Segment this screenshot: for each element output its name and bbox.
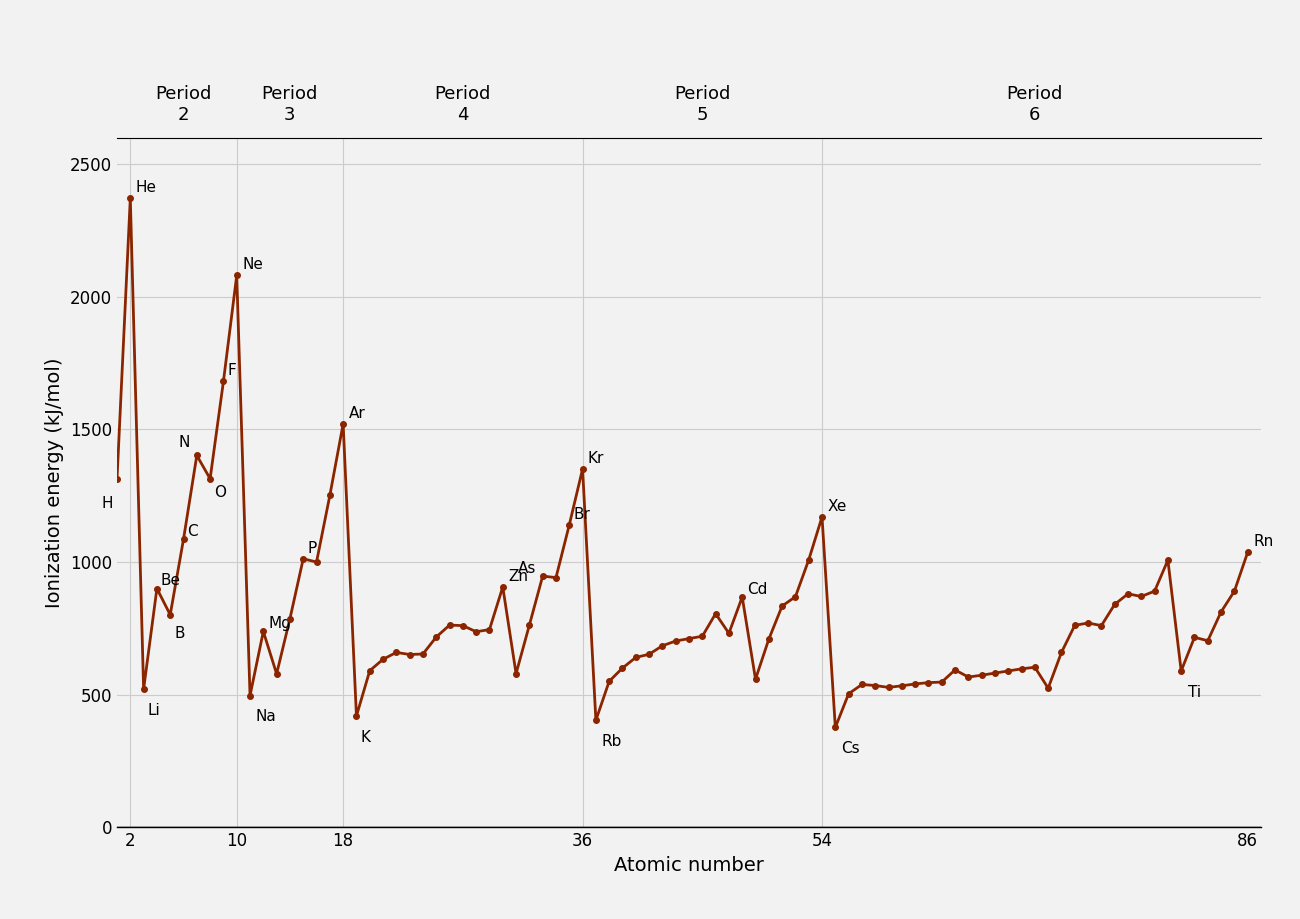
Text: Li: Li	[148, 703, 160, 718]
Text: Zn: Zn	[508, 569, 528, 584]
Text: N: N	[179, 435, 190, 449]
Text: Period
2: Period 2	[155, 85, 212, 124]
Text: Kr: Kr	[588, 451, 604, 466]
Text: Cd: Cd	[747, 582, 768, 596]
Text: He: He	[135, 180, 156, 195]
Text: Mg: Mg	[269, 616, 291, 631]
Text: Ti: Ti	[1188, 685, 1201, 699]
Text: P: P	[307, 540, 316, 556]
Text: Cs: Cs	[841, 741, 859, 756]
Text: H: H	[101, 495, 113, 511]
Text: Na: Na	[255, 709, 276, 724]
Text: Ar: Ar	[348, 406, 365, 421]
Text: Be: Be	[161, 573, 181, 588]
Text: Rb: Rb	[601, 734, 621, 749]
Text: Period
5: Period 5	[675, 85, 731, 124]
Text: Xe: Xe	[827, 499, 846, 514]
Text: B: B	[174, 626, 185, 641]
Text: Ne: Ne	[242, 257, 263, 272]
Y-axis label: Ionization energy (kJ/mol): Ionization energy (kJ/mol)	[46, 357, 65, 607]
Text: Period
3: Period 3	[261, 85, 318, 124]
Text: As: As	[517, 561, 536, 575]
Text: K: K	[360, 730, 370, 744]
Text: Rn: Rn	[1253, 534, 1273, 549]
Text: F: F	[227, 363, 237, 379]
Text: O: O	[214, 484, 226, 500]
Text: Period
4: Period 4	[434, 85, 491, 124]
Text: C: C	[187, 524, 198, 539]
X-axis label: Atomic number: Atomic number	[614, 856, 764, 875]
Text: Period
6: Period 6	[1006, 85, 1063, 124]
Text: Br: Br	[573, 506, 590, 522]
